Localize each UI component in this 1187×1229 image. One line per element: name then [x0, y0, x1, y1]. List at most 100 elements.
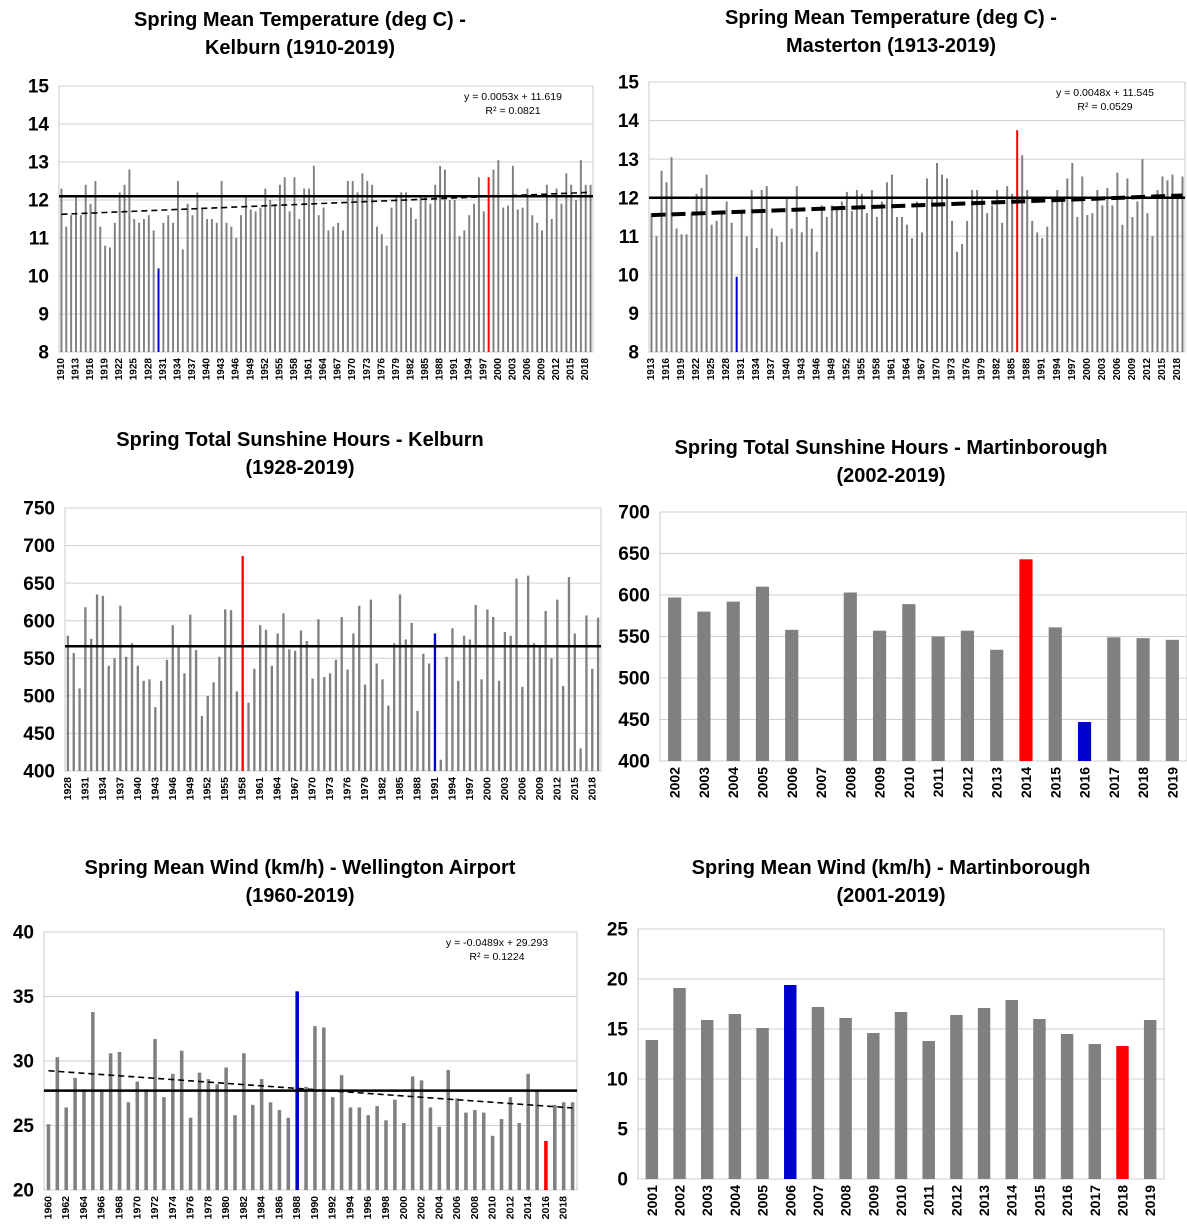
bar [64, 1107, 68, 1190]
y-tick-label: 500 [23, 687, 55, 708]
bar [428, 1107, 433, 1190]
y-tick-label: 500 [618, 669, 650, 690]
bar [755, 247, 758, 352]
bar [870, 190, 873, 352]
x-tick-label: 1967 [289, 777, 301, 801]
bar [785, 197, 788, 352]
bar [259, 207, 262, 352]
bar [538, 647, 541, 771]
bar [487, 177, 490, 352]
x-tick-label: 1985 [394, 777, 406, 801]
bar [1076, 217, 1079, 352]
x-tick-label: 1925 [706, 358, 717, 381]
bar [201, 207, 204, 352]
bar [573, 633, 576, 771]
bar [380, 234, 383, 352]
bar [457, 680, 460, 771]
bar [1136, 638, 1150, 761]
x-tick-label: 1982 [238, 1196, 250, 1220]
bar [1143, 1020, 1157, 1179]
bar [1033, 1019, 1046, 1179]
y-tick-label: 450 [618, 710, 650, 731]
bar [369, 599, 373, 771]
bar [946, 178, 949, 352]
y-tick-label: 25 [13, 1116, 35, 1137]
x-tick-label: 1973 [362, 358, 373, 381]
bar [276, 633, 279, 771]
bar [1056, 190, 1059, 352]
bar [305, 641, 308, 771]
bar [1066, 178, 1069, 352]
y-tick-label: 400 [23, 762, 55, 783]
bar [416, 710, 419, 771]
bar [936, 163, 939, 352]
x-tick-label: 2012 [959, 767, 975, 798]
x-tick-label: 1990 [309, 1196, 321, 1220]
bar [433, 633, 437, 771]
bar [189, 614, 192, 771]
x-tick-label: 1958 [237, 777, 249, 801]
x-tick-label: 1934 [97, 777, 109, 801]
x-tick-label: 1986 [273, 1196, 285, 1220]
x-tick-label: 1952 [841, 358, 852, 381]
bar [393, 643, 396, 771]
x-tick-label: 2011 [930, 767, 946, 798]
bar [162, 222, 165, 352]
panel-kelburn-temp: Spring Mean Temperature (deg C) - Kelbur… [0, 0, 600, 400]
bar [567, 577, 571, 771]
bar [293, 177, 296, 352]
x-tick-label: 1991 [1037, 358, 1048, 381]
bar [405, 192, 408, 352]
bar [951, 220, 954, 352]
bar [1121, 224, 1124, 352]
bar [162, 1097, 166, 1190]
bar [75, 196, 77, 352]
bar [996, 190, 999, 352]
bar [429, 203, 432, 352]
bar [171, 1073, 175, 1190]
bar [340, 616, 343, 771]
bar [327, 230, 330, 352]
bar [89, 203, 92, 352]
bar [288, 649, 291, 771]
bar [395, 196, 398, 352]
bar [486, 609, 489, 771]
bar [867, 1033, 880, 1179]
bar [393, 1099, 397, 1190]
bar [317, 619, 320, 771]
x-tick-label: 1976 [185, 1196, 197, 1220]
bar [760, 190, 763, 352]
bar [259, 625, 262, 771]
bar [910, 238, 913, 352]
x-tick-label: 1955 [219, 777, 231, 801]
y-tick-label: 11 [619, 227, 640, 248]
bar [171, 625, 174, 771]
x-tick-label: 2017 [1087, 1185, 1103, 1216]
bar [790, 228, 793, 352]
bar [104, 245, 107, 352]
bar [780, 242, 783, 352]
x-tick-label: 2010 [893, 1185, 909, 1216]
bar [1091, 213, 1094, 352]
bar [1081, 176, 1084, 352]
bar [1156, 190, 1159, 352]
x-tick-label: 1913 [70, 358, 81, 381]
bar [366, 1115, 371, 1190]
x-tick-label: 1946 [231, 358, 242, 381]
bar [531, 215, 534, 352]
bar [668, 597, 682, 761]
x-tick-label: 1997 [1067, 358, 1078, 381]
x-tick-label: 1976 [342, 777, 354, 801]
x-tick-label: 1980 [220, 1196, 232, 1220]
bar [215, 1084, 220, 1190]
panel-martinborough-sun: Spring Total Sunshine Hours - Martinboro… [595, 420, 1187, 820]
bar [339, 1075, 344, 1190]
bar [1136, 201, 1139, 352]
bar [490, 1135, 495, 1190]
x-tick-label: 2009 [872, 767, 888, 798]
x-tick-label: 2012 [551, 358, 562, 381]
x-tick-label: 1934 [751, 358, 762, 381]
bar [960, 630, 975, 761]
bar [1071, 163, 1074, 352]
bar [527, 575, 530, 771]
